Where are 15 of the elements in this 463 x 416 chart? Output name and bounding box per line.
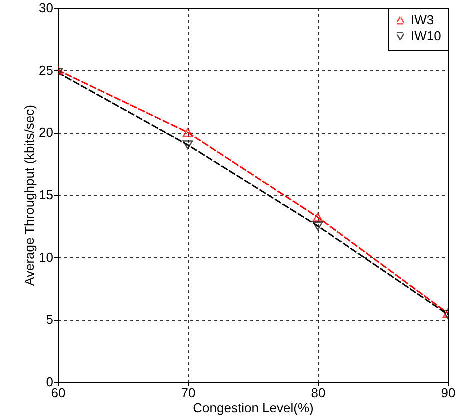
x-axis-title: Congestion Level(%) xyxy=(193,400,314,416)
x-tick-label: 90 xyxy=(441,386,456,400)
y-tick-label: 20 xyxy=(39,125,54,140)
y-axis-title: Average Throughput (kbits/sec) xyxy=(22,105,38,286)
y-tick-label: 5 xyxy=(46,312,54,328)
y-tick-label: 25 xyxy=(39,62,54,78)
y-tick-label: 15 xyxy=(39,188,54,202)
y-tick-label: 30 xyxy=(39,0,54,16)
legend-label: IW10 xyxy=(411,28,442,44)
legend-label: IW3 xyxy=(411,12,434,28)
y-tick-label: 0 xyxy=(46,374,54,390)
y-tick-label: 10 xyxy=(39,250,54,265)
x-tick-label: 80 xyxy=(311,386,326,400)
x-tick-label: 70 xyxy=(181,386,196,400)
x-tick-label: 60 xyxy=(51,386,66,400)
